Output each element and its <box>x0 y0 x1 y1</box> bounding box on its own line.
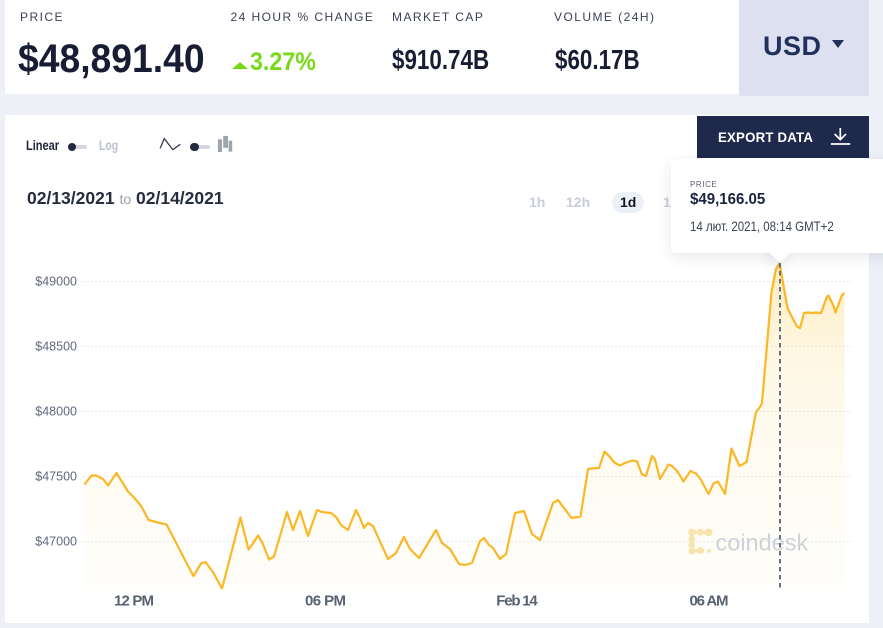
svg-text:$48500: $48500 <box>35 340 77 354</box>
svg-text:Feb 14: Feb 14 <box>496 593 538 610</box>
svg-text:$47000: $47000 <box>35 535 77 549</box>
svg-text:$48000: $48000 <box>35 405 77 419</box>
svg-text:$49000: $49000 <box>35 275 77 289</box>
svg-text:12 PM: 12 PM <box>114 593 154 610</box>
svg-text:06 PM: 06 PM <box>305 593 346 610</box>
svg-text:$47500: $47500 <box>35 470 77 484</box>
svg-text:06 AM: 06 AM <box>690 593 729 610</box>
